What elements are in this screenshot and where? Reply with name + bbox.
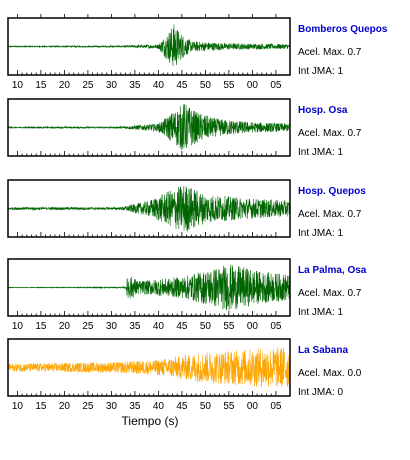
tick-label: 45 — [176, 401, 188, 412]
x-ticks: 10 15 20 25 30 35 40 45 50 55 00 05 — [12, 391, 282, 412]
x-axis-label: Tiempo (s) — [122, 414, 179, 428]
tick-label: 05 — [270, 321, 282, 332]
station-name: Hosp. Osa — [298, 105, 348, 116]
tick-label: 40 — [153, 80, 165, 91]
tick-label: 50 — [200, 321, 212, 332]
jma-intensity-label: Int JMA: 1 — [298, 228, 343, 239]
tick-label: 00 — [247, 321, 259, 332]
tick-label: 55 — [223, 321, 235, 332]
tick-label: 45 — [176, 321, 188, 332]
acel-max-label: Acel. Max. 0.7 — [298, 288, 362, 299]
seismogram-panel: 10 15 20 25 30 35 40 45 50 55 00 05 La Sabana Acel. M… — [7, 338, 362, 412]
jma-intensity-label: Int JMA: 1 — [298, 147, 343, 158]
seismogram-panel: 10 15 20 25 30 35 40 45 50 55 00 05 La Palma, Osa Ace… — [7, 258, 367, 332]
waveform-line — [7, 347, 291, 388]
tick-label: 20 — [59, 80, 71, 91]
x-ticks — [16, 232, 277, 237]
acel-max-label: Acel. Max. 0.7 — [298, 128, 362, 139]
tick-label: 30 — [106, 80, 118, 91]
x-ticks: 10 15 20 25 30 35 40 45 50 55 00 05 — [12, 311, 282, 332]
tick-label: 35 — [129, 321, 141, 332]
tick-label: 55 — [223, 401, 235, 412]
tick-label: 30 — [106, 321, 118, 332]
waveform-line — [7, 24, 291, 66]
acel-max-label: Acel. Max. 0.7 — [298, 209, 362, 220]
seismogram-panel: 10 15 20 25 30 35 40 45 50 55 00 05 Bomberos Quepos A… — [7, 14, 388, 91]
tick-label: 40 — [153, 401, 165, 412]
waveform-line — [7, 103, 291, 150]
tick-label: 30 — [106, 401, 118, 412]
jma-intensity-label: Int JMA: 1 — [298, 66, 343, 77]
tick-label: 25 — [82, 80, 94, 91]
tick-label: 00 — [247, 401, 259, 412]
tick-label: 00 — [247, 80, 259, 91]
tick-label: 15 — [35, 401, 47, 412]
acel-max-label: Acel. Max. 0.0 — [298, 368, 362, 379]
acel-max-label: Acel. Max. 0.7 — [298, 47, 362, 58]
tick-label: 15 — [35, 80, 47, 91]
panels-group: 10 15 20 25 30 35 40 45 50 55 00 05 Bomberos Quepos A… — [7, 14, 388, 412]
tick-label: 25 — [82, 401, 94, 412]
tick-label: 45 — [176, 80, 188, 91]
tick-label: 10 — [12, 401, 24, 412]
seismogram-panel: Hosp. Osa Acel. Max. 0.7 Int JMA: 1 — [7, 98, 362, 158]
seismogram-panel: Hosp. Quepos Acel. Max. 0.7 Int JMA: 1 — [7, 179, 366, 239]
station-name: Hosp. Quepos — [298, 186, 366, 197]
tick-label: 05 — [270, 401, 282, 412]
jma-intensity-label: Int JMA: 0 — [298, 387, 343, 398]
tick-label: 10 — [12, 80, 24, 91]
x-ticks — [16, 151, 277, 156]
tick-label: 35 — [129, 401, 141, 412]
station-name: La Palma, Osa — [298, 265, 367, 276]
tick-label: 20 — [59, 321, 71, 332]
station-name: La Sabana — [298, 345, 348, 356]
tick-label: 50 — [200, 80, 212, 91]
x-ticks: 10 15 20 25 30 35 40 45 50 55 00 05 — [12, 14, 282, 91]
tick-label: 10 — [12, 321, 24, 332]
tick-label: 55 — [223, 80, 235, 91]
tick-label: 40 — [153, 321, 165, 332]
tick-label: 05 — [270, 80, 282, 91]
jma-intensity-label: Int JMA: 1 — [298, 307, 343, 318]
waveform-line — [7, 264, 291, 311]
tick-label: 20 — [59, 401, 71, 412]
tick-label: 25 — [82, 321, 94, 332]
tick-label: 35 — [129, 80, 141, 91]
waveform-line — [7, 186, 291, 232]
tick-label: 50 — [200, 401, 212, 412]
station-name: Bomberos Quepos — [298, 24, 388, 35]
tick-label: 15 — [35, 321, 47, 332]
